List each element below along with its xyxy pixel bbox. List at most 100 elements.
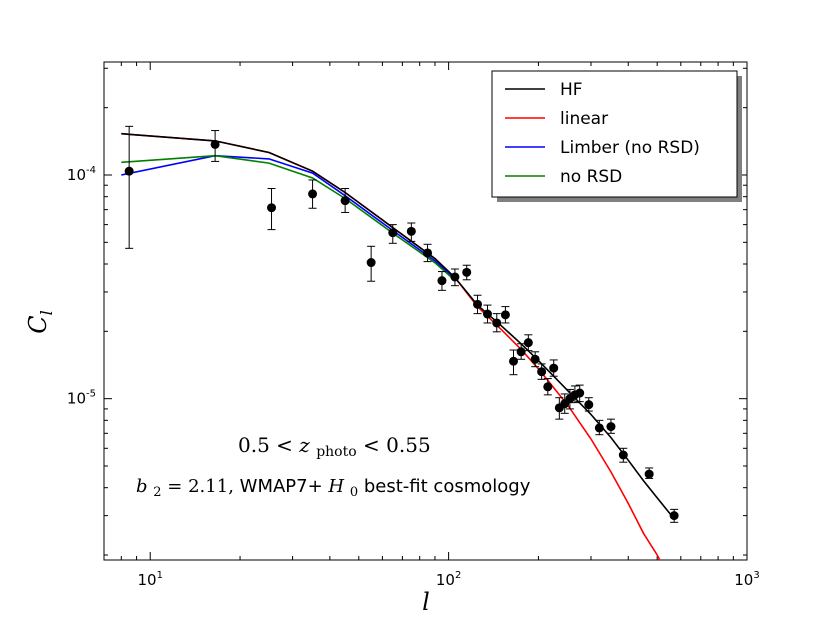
annot-lo: 0.5 (238, 433, 270, 457)
data-marker (124, 166, 134, 176)
annot-var: z (298, 433, 310, 457)
annot-text-a: WMAP7+ (240, 476, 323, 497)
data-point (516, 343, 526, 360)
data-marker (618, 450, 628, 460)
annot-bias-eq: = (167, 476, 182, 497)
data-point (423, 243, 433, 263)
y-tick-label: 10-5 (67, 389, 96, 408)
data-marker (423, 248, 433, 258)
annot-text-b: best-fit cosmology (364, 476, 531, 497)
data-marker (210, 139, 220, 149)
axis-ticks (103, 62, 748, 560)
data-marker (575, 388, 585, 398)
data-marker (549, 363, 559, 373)
data-point (308, 179, 318, 209)
data-marker (644, 469, 654, 479)
data-point (450, 268, 460, 287)
x-tick-label-base: 10 (734, 571, 753, 589)
x-tick-label: 102 (436, 570, 461, 589)
x-tick-label: 101 (137, 570, 162, 589)
data-marker (366, 258, 376, 268)
data-point (462, 264, 472, 281)
x-tick-label-exp: 3 (753, 570, 759, 581)
legend: HF linear Limber (no RSD) no RSD (491, 70, 742, 202)
annot-bias-val: 2.11, (188, 476, 234, 497)
y-tick-label-base: 10 (67, 390, 86, 408)
data-marker (516, 347, 526, 357)
data-point (575, 384, 585, 403)
data-point (492, 313, 502, 333)
legend-label-hf: HF (560, 80, 583, 100)
y-tick-label-base: 10 (67, 166, 86, 184)
data-point (210, 130, 220, 162)
data-point (124, 125, 134, 249)
data-points (124, 125, 679, 523)
x-tick-label-base: 10 (436, 571, 455, 589)
y-axis-label: Cl (24, 310, 56, 334)
annot-h-sub: 0 (350, 485, 358, 500)
data-point (483, 304, 493, 324)
y-tick-label: 10-4 (67, 165, 96, 184)
data-marker (492, 318, 502, 328)
y-axis-label-var: C (24, 315, 52, 333)
legend-label-no-rsd: no RSD (560, 167, 622, 187)
y-tick-label-exp: -4 (86, 165, 96, 176)
annot-h: H (327, 476, 344, 497)
x-axis-label: l (422, 588, 430, 616)
data-marker (543, 382, 553, 392)
x-tick-label: 103 (734, 570, 759, 589)
data-marker (523, 338, 533, 348)
data-marker (308, 189, 318, 199)
data-point (530, 351, 540, 368)
y-axis-label-sub: l (37, 310, 56, 315)
data-point (523, 334, 533, 352)
data-marker (594, 423, 604, 433)
data-point (500, 306, 510, 324)
data-marker (509, 356, 519, 366)
data-point (537, 363, 547, 380)
data-marker (340, 196, 350, 206)
data-point (584, 397, 594, 412)
data-marker (669, 511, 679, 521)
data-marker (462, 267, 472, 277)
data-point (267, 188, 277, 231)
data-marker (437, 276, 447, 286)
data-point (669, 508, 679, 523)
data-marker (537, 367, 547, 377)
annot-bias-var: b (136, 476, 148, 497)
legend-label-linear: linear (560, 109, 608, 129)
legend-label-limber-no-rsd: Limber (no RSD) (560, 138, 700, 158)
data-marker (500, 310, 510, 320)
data-point (406, 222, 416, 242)
x-tick-label-exp: 1 (157, 570, 163, 581)
data-point (606, 418, 616, 434)
annot-sym2: < (363, 433, 380, 457)
annot-sym1: < (276, 433, 293, 457)
data-marker (483, 309, 493, 319)
data-marker (473, 299, 483, 309)
data-point (509, 349, 519, 376)
data-marker (388, 228, 398, 238)
data-point (565, 388, 575, 410)
data-point (543, 378, 553, 396)
annot-sub: photo (316, 444, 356, 460)
x-tick-label-base: 10 (137, 571, 156, 589)
data-point (618, 447, 628, 463)
annot-hi: 0.55 (386, 433, 431, 457)
annotation-cosmology: b 2 = 2.11, WMAP7+ H 0 best-fit cosmolog… (136, 476, 531, 501)
data-marker (606, 422, 616, 432)
data-marker (584, 400, 594, 410)
data-point (366, 245, 376, 282)
data-marker (406, 226, 416, 236)
data-point (644, 467, 654, 479)
y-tick-label-exp: -5 (86, 389, 96, 400)
data-point (388, 224, 398, 244)
data-point (594, 419, 604, 436)
data-marker (530, 354, 540, 364)
data-point (340, 188, 350, 213)
annotation-redshift: 0.5 < z photo < 0.55 (238, 433, 431, 461)
x-tick-label-exp: 2 (455, 570, 461, 581)
data-point (437, 271, 447, 291)
